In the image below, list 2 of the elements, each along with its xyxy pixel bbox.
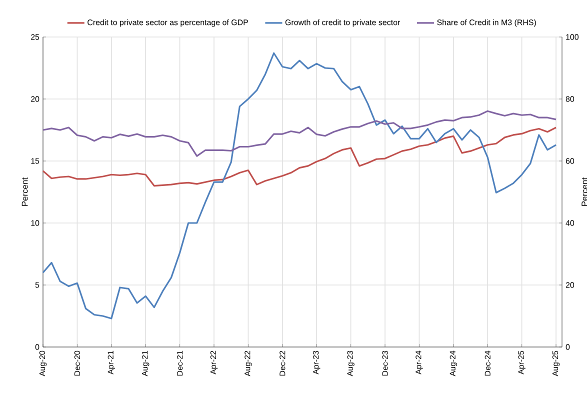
y-axis-title: Percent xyxy=(22,177,28,206)
line-series xyxy=(42,52,557,320)
